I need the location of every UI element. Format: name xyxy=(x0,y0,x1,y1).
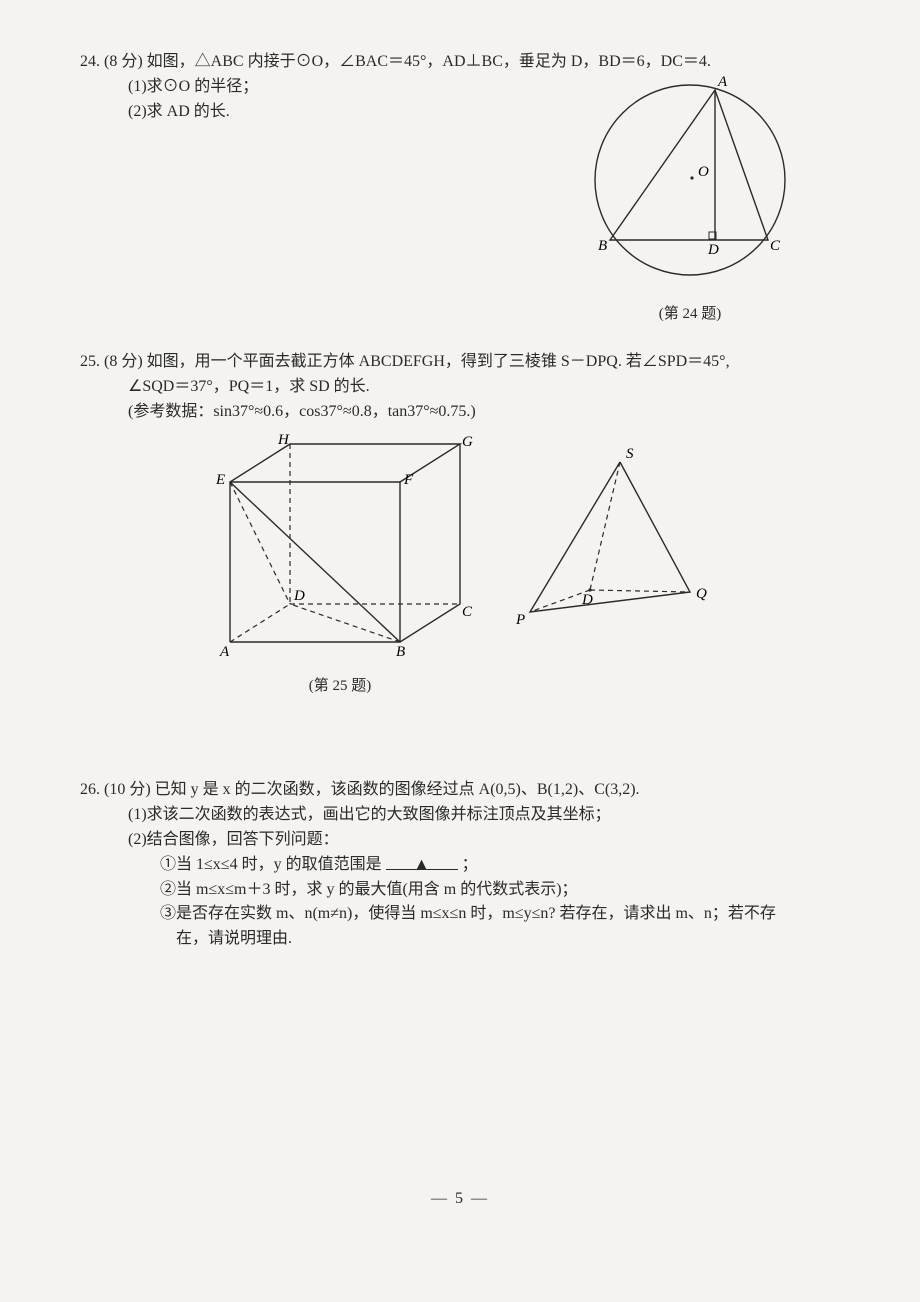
p26-q2a-post: ； xyxy=(462,856,478,873)
p24-label-D: D xyxy=(707,242,719,258)
p25-section-3 xyxy=(230,482,400,642)
p25-line2: ∠SQD＝37°，PQ＝1，求 SD 的长. xyxy=(80,375,860,400)
p26-q1: (1)求该二次函数的表达式，画出它的大致图像并标注顶点及其坐标； xyxy=(80,803,860,828)
p25-ref: (参考数据：sin37°≈0.6，cos37°≈0.8，tan37°≈0.75.… xyxy=(80,400,860,425)
p26-q2a-pre: ①当 1≤x≤4 时，y 的取值范围是 xyxy=(160,856,382,873)
p24-label-B: B xyxy=(598,238,607,254)
problem-24: 24. (8 分) 如图，△ABC 内接于⊙O，∠BAC＝45°，AD⊥BC，垂… xyxy=(80,50,860,310)
problem-25: 25. (8 分) 如图，用一个平面去截正方体 ABCDEFGH，得到了三棱锥 … xyxy=(80,350,860,698)
p24-stem: 如图，△ABC 内接于⊙O，∠BAC＝45°，AD⊥BC，垂足为 D，BD＝6，… xyxy=(147,53,711,70)
p25-number: 25. xyxy=(80,353,100,370)
p26-q2a-blank[interactable]: ▲ xyxy=(386,853,458,870)
problem-26: 26. (10 分) 已知 y 是 x 的二次函数，该函数的图像经过点 A(0,… xyxy=(80,778,860,952)
p25-tet-label-D: D xyxy=(581,592,593,608)
p25-label-A: A xyxy=(219,644,230,660)
p25-tet-label-S: S xyxy=(626,446,634,462)
p24-label-C: C xyxy=(770,238,781,254)
page-number: — 5 — xyxy=(0,1187,920,1212)
p25-points: (8 分) xyxy=(104,353,143,370)
p25-label-F: F xyxy=(403,472,414,488)
p24-label-A: A xyxy=(717,74,728,90)
p25-label-H: H xyxy=(277,432,290,448)
p25-section-1 xyxy=(230,482,290,604)
p26-q2: (2)结合图像，回答下列问题： xyxy=(80,828,860,853)
p26-stem-line: 26. (10 分) 已知 y 是 x 的二次函数，该函数的图像经过点 A(0,… xyxy=(80,778,860,803)
p24-figure-wrap: A B C D O (第 24 题) xyxy=(560,70,820,326)
p26-points: (10 分) xyxy=(104,781,151,798)
p26-q2b: ②当 m≤x≤m＋3 时，求 y 的最大值(用含 m 的代数式表示)； xyxy=(80,878,860,903)
p24-points: (8 分) xyxy=(104,53,143,70)
p24-caption: (第 24 题) xyxy=(560,303,820,326)
p25-tet-sd xyxy=(590,462,620,590)
p24-triangle xyxy=(610,90,768,240)
p24-figure: A B C D O xyxy=(560,70,820,290)
p25-figure-wrap: A B C D E F G H S P Q D (第 25 题) xyxy=(190,432,860,698)
p25-cube-top xyxy=(230,444,460,482)
p25-caption: (第 25 题) xyxy=(190,675,490,698)
p24-number: 24. xyxy=(80,53,100,70)
p24-center-dot xyxy=(690,176,693,179)
p25-tet-dq xyxy=(590,590,690,592)
p25-cube-dash-d xyxy=(230,604,290,642)
p24-circle xyxy=(595,85,785,275)
page: 24. (8 分) 如图，△ABC 内接于⊙O，∠BAC＝45°，AD⊥BC，垂… xyxy=(0,0,920,1302)
p25-tet-label-P: P xyxy=(515,612,525,628)
p25-section-2 xyxy=(290,604,400,642)
p26-q2c: ③是否存在实数 m、n(m≠n)，使得当 m≤x≤n 时，m≤y≤n? 若存在，… xyxy=(80,902,860,927)
p26-q2a: ①当 1≤x≤4 时，y 的取值范围是 ▲ ； xyxy=(80,853,860,878)
p26-q2c-cont: 在，请说明理由. xyxy=(80,927,860,952)
p24-label-O: O xyxy=(698,164,709,180)
p25-tet-outline xyxy=(530,462,690,612)
triangle-mark-icon: ▲ xyxy=(414,856,430,873)
p25-label-E: E xyxy=(215,472,225,488)
p25-figure: A B C D E F G H S P Q D xyxy=(190,432,750,662)
p25-stem: 如图，用一个平面去截正方体 ABCDEFGH，得到了三棱锥 S－DPQ. 若∠S… xyxy=(147,353,730,370)
p25-label-B: B xyxy=(396,644,405,660)
p25-label-C: C xyxy=(462,604,473,620)
p26-number: 26. xyxy=(80,781,100,798)
p25-label-G: G xyxy=(462,434,473,450)
p25-label-D: D xyxy=(293,588,305,604)
p25-tet-label-Q: Q xyxy=(696,586,707,602)
p26-stem: 已知 y 是 x 的二次函数，该函数的图像经过点 A(0,5)、B(1,2)、C… xyxy=(155,781,640,798)
p25-stem-line: 25. (8 分) 如图，用一个平面去截正方体 ABCDEFGH，得到了三棱锥 … xyxy=(80,350,860,375)
